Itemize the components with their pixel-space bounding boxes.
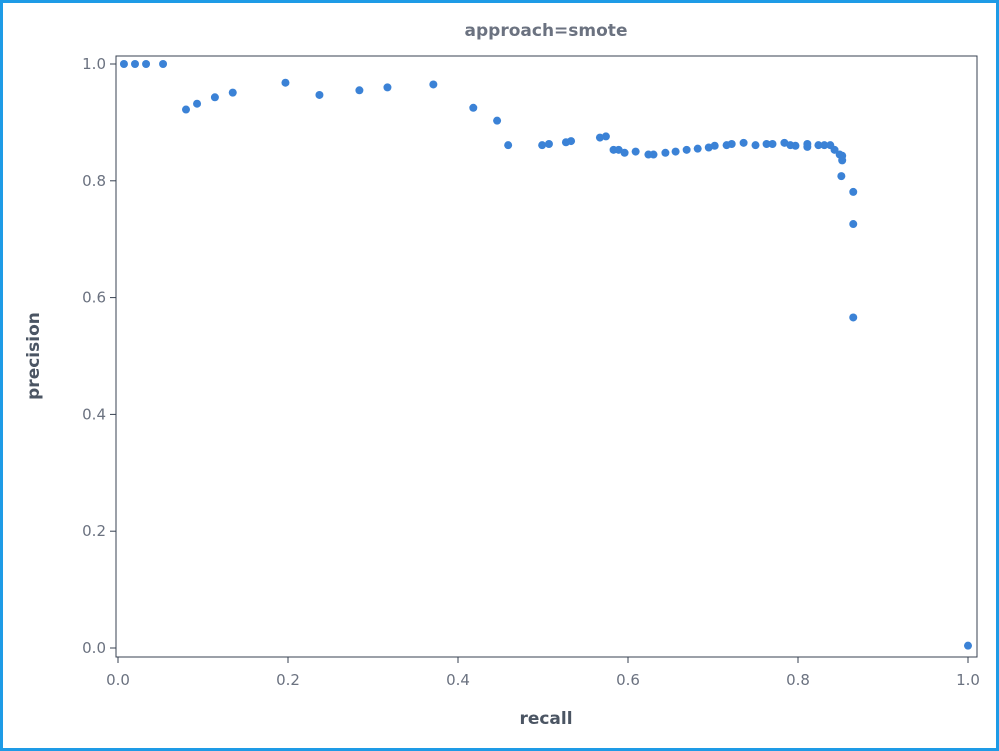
data-point — [493, 116, 502, 125]
data-point — [849, 187, 858, 196]
data-point — [119, 60, 128, 68]
data-point — [595, 133, 604, 142]
data-point — [762, 140, 771, 149]
data-point — [159, 60, 168, 68]
data-point — [614, 145, 623, 154]
data-point — [849, 220, 858, 229]
y-tick-label: 0.6 — [82, 289, 106, 307]
y-tick-label: 1.0 — [82, 55, 106, 73]
data-point — [661, 148, 670, 157]
data-point — [131, 60, 139, 68]
data-point — [504, 141, 513, 150]
data-point — [814, 141, 823, 150]
data-point — [849, 313, 858, 322]
x-tick-label: 0.8 — [786, 671, 810, 689]
y-tick-label: 0.4 — [82, 405, 106, 423]
y-axis-title: precision — [24, 312, 44, 400]
data-point — [710, 141, 719, 150]
x-tick-label: 0.4 — [446, 671, 470, 689]
plot-area — [115, 55, 978, 658]
x-tick-label: 0.2 — [276, 671, 300, 689]
x-axis-title: recall — [519, 709, 572, 729]
data-point — [567, 137, 576, 146]
data-point — [210, 93, 219, 102]
data-point — [281, 78, 290, 87]
x-axis: 0.0 0.2 0.4 0.6 0.8 1.0 — [106, 657, 980, 689]
data-point — [671, 147, 680, 156]
data-point — [739, 138, 748, 147]
data-point — [791, 141, 800, 150]
data-point — [620, 148, 629, 157]
y-axis: 0.0 0.2 0.4 0.6 0.8 1.0 — [82, 55, 116, 657]
data-point — [182, 105, 190, 114]
data-point — [649, 150, 658, 159]
data-point — [830, 145, 839, 154]
y-tick-label: 0.8 — [82, 172, 106, 190]
data-point — [193, 99, 202, 108]
x-tick-label: 1.0 — [956, 671, 980, 689]
y-tick-label: 0.0 — [82, 639, 106, 657]
data-point — [768, 140, 777, 149]
data-points — [119, 60, 972, 650]
data-point — [838, 156, 847, 165]
data-point — [538, 141, 547, 150]
data-point — [429, 80, 438, 89]
data-point — [355, 86, 364, 95]
x-tick-label: 0.6 — [616, 671, 640, 689]
data-point — [682, 145, 691, 154]
data-point — [383, 83, 392, 92]
data-point — [228, 88, 237, 97]
y-tick-label: 0.2 — [82, 522, 106, 540]
data-point — [544, 140, 553, 149]
data-point — [142, 60, 151, 68]
data-point — [837, 172, 846, 181]
data-point — [964, 641, 972, 650]
data-point — [803, 142, 812, 151]
data-point — [601, 132, 610, 141]
data-point — [315, 90, 324, 99]
data-point — [469, 103, 478, 112]
chart-title: approach=smote — [465, 21, 628, 41]
data-point — [727, 140, 736, 149]
x-tick-label: 0.0 — [106, 671, 130, 689]
data-point — [751, 141, 760, 150]
data-point — [693, 144, 702, 153]
data-point — [820, 141, 829, 150]
data-point — [631, 147, 640, 156]
